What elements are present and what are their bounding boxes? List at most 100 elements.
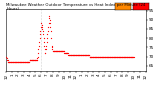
Point: [65, 52, 67, 54]
Point: [88, 56, 91, 57]
Point: [72, 54, 75, 55]
Point: [130, 56, 133, 57]
Point: [8, 61, 11, 63]
Point: [53, 50, 56, 52]
Point: [122, 56, 124, 57]
Point: [49, 26, 52, 28]
Point: [56, 50, 59, 52]
Point: [11, 61, 14, 63]
Point: [115, 56, 118, 57]
Point: [31, 60, 34, 61]
Point: [77, 54, 80, 55]
Point: [17, 61, 20, 63]
Point: [103, 56, 106, 57]
Point: [56, 50, 58, 52]
Point: [21, 61, 24, 63]
Point: [40, 25, 43, 26]
Point: [12, 61, 14, 63]
Point: [131, 56, 133, 57]
Point: [120, 56, 122, 57]
Point: [30, 60, 33, 61]
Point: [127, 56, 129, 57]
Point: [79, 54, 82, 55]
Point: [16, 61, 18, 63]
Point: [74, 54, 76, 55]
Point: [23, 61, 26, 63]
Point: [68, 54, 71, 55]
Point: [111, 56, 114, 57]
Point: [32, 60, 34, 61]
Point: [23, 61, 25, 63]
Point: [132, 56, 135, 57]
Point: [52, 50, 54, 52]
Point: [14, 61, 17, 63]
Point: [77, 54, 80, 55]
Point: [76, 54, 79, 55]
Point: [27, 61, 30, 63]
Point: [67, 54, 70, 55]
Point: [36, 58, 39, 59]
Point: [77, 54, 79, 55]
Point: [7, 61, 9, 63]
Point: [48, 19, 51, 20]
Point: [95, 56, 98, 57]
Point: [38, 45, 40, 46]
Point: [118, 56, 121, 57]
Point: [38, 41, 40, 43]
Point: [103, 56, 105, 57]
Point: [30, 60, 32, 61]
Point: [5, 56, 8, 57]
Point: [128, 56, 131, 57]
Point: [92, 56, 95, 57]
Point: [102, 56, 104, 57]
Point: [33, 60, 36, 61]
Point: [79, 54, 82, 55]
Point: [87, 54, 90, 55]
Point: [108, 56, 111, 57]
Point: [66, 52, 69, 54]
Point: [123, 56, 126, 57]
Point: [64, 52, 67, 54]
Point: [80, 54, 83, 55]
Point: [98, 56, 100, 57]
Point: [39, 30, 42, 31]
Point: [126, 56, 129, 57]
Point: [26, 61, 29, 63]
Point: [59, 50, 62, 52]
Point: [96, 56, 98, 57]
Point: [79, 54, 81, 55]
Point: [26, 61, 29, 63]
Point: [93, 56, 96, 57]
Point: [86, 54, 88, 55]
Point: [41, 28, 44, 30]
Point: [88, 54, 90, 55]
Point: [16, 61, 19, 63]
Point: [75, 54, 78, 55]
Point: [97, 56, 100, 57]
Point: [10, 61, 13, 63]
Point: [109, 56, 111, 57]
Point: [94, 56, 97, 57]
Point: [71, 54, 74, 55]
Point: [109, 56, 112, 57]
Point: [124, 56, 126, 57]
Point: [31, 60, 34, 61]
Point: [51, 49, 54, 50]
Point: [100, 56, 102, 57]
Point: [132, 56, 134, 57]
Point: [37, 49, 40, 50]
Point: [68, 54, 71, 55]
Point: [113, 56, 115, 57]
Point: [68, 54, 70, 55]
Point: [114, 56, 116, 57]
Point: [107, 56, 110, 57]
Point: [121, 56, 124, 57]
Point: [13, 61, 15, 63]
Point: [67, 52, 69, 54]
Point: [85, 54, 87, 55]
Point: [50, 30, 52, 31]
Point: [69, 54, 72, 55]
Point: [72, 54, 75, 55]
Point: [129, 56, 132, 57]
Point: [117, 56, 119, 57]
